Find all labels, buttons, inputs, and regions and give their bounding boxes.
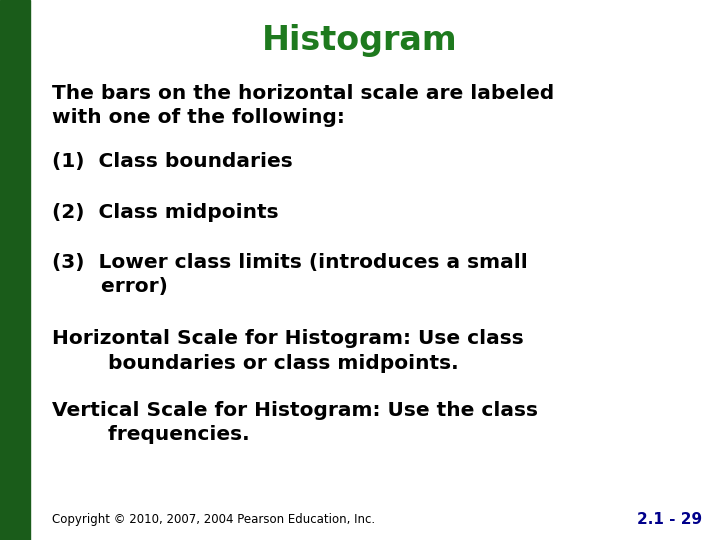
Text: (1)  Class boundaries: (1) Class boundaries: [52, 152, 292, 171]
Text: Vertical Scale for Histogram: Use the class
        frequencies.: Vertical Scale for Histogram: Use the cl…: [52, 401, 538, 444]
Text: Histogram: Histogram: [262, 24, 458, 57]
Text: The bars on the horizontal scale are labeled
with one of the following:: The bars on the horizontal scale are lab…: [52, 84, 554, 127]
Text: Copyright © 2010, 2007, 2004 Pearson Education, Inc.: Copyright © 2010, 2007, 2004 Pearson Edu…: [52, 514, 375, 526]
Bar: [0, 0, 30, 540]
Text: Horizontal Scale for Histogram: Use class
        boundaries or class midpoints.: Horizontal Scale for Histogram: Use clas…: [52, 329, 523, 373]
Text: 2.1 - 29: 2.1 - 29: [637, 511, 702, 526]
Text: (2)  Class midpoints: (2) Class midpoints: [52, 202, 279, 221]
Text: (3)  Lower class limits (introduces a small
       error): (3) Lower class limits (introduces a sma…: [52, 253, 528, 296]
